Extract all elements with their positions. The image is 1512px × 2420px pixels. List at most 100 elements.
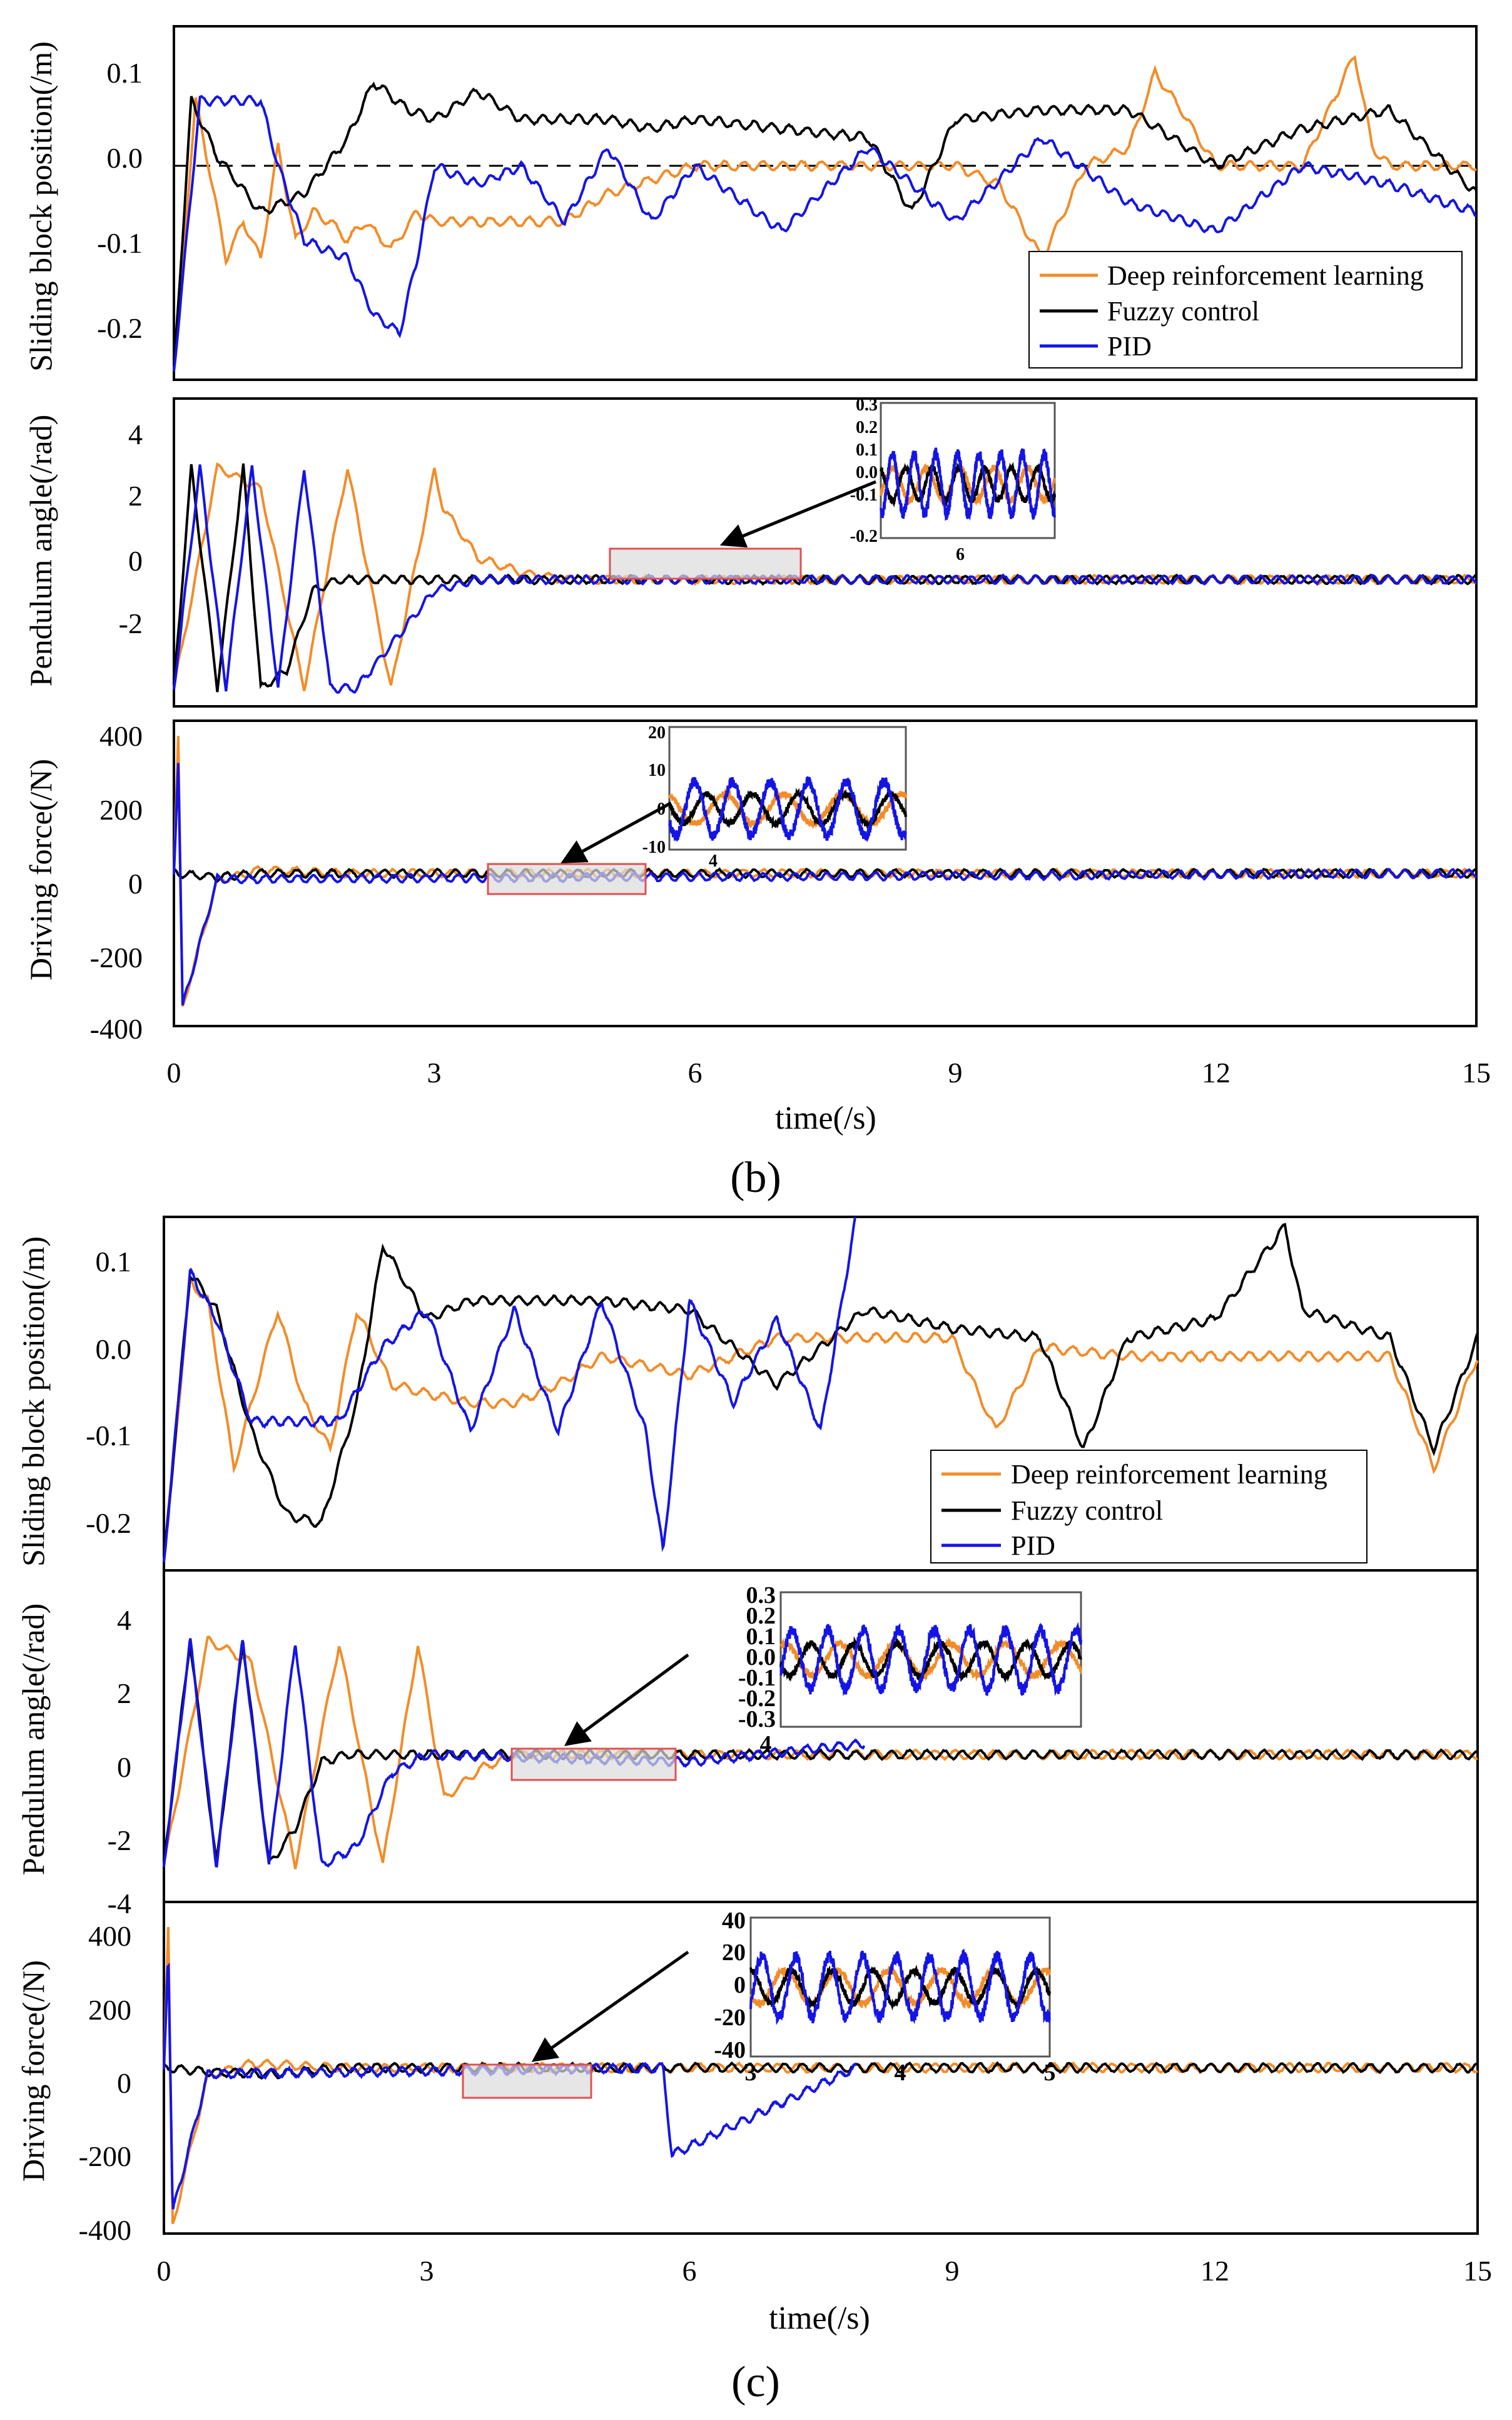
c-s2-ytick-4: -4 (108, 1888, 131, 1919)
c-xtick-3: 9 (945, 2255, 960, 2287)
c-legend-box (930, 1450, 1367, 1563)
b-s3-inset: 20 10 0 -10 4 (642, 723, 907, 871)
b-s2-ytick-1: 2 (128, 480, 143, 512)
b-xlabel: time(/s) (775, 1101, 876, 1136)
b-s3-inset-ytick-1: 10 (648, 761, 666, 780)
b-s2-inset-ytick-3: 0.0 (856, 463, 878, 482)
c-s3-inset-ytick-0: 40 (722, 1908, 746, 1934)
b-s2-inset-ytick-2: 0.1 (856, 440, 878, 460)
c-xtick-5: 15 (1463, 2255, 1492, 2287)
b-s2-zoom-arrow (719, 480, 876, 548)
c-s2-inset-ytick-2: 0.1 (746, 1624, 776, 1650)
b-s2-inset: 0.3 0.2 0.1 0.0 -0.1 -0.2 6 (850, 395, 1056, 564)
c-s2-inset-ytick-4: -0.1 (738, 1665, 776, 1691)
c-s1-ytick-3: -0.2 (86, 1507, 131, 1539)
c-s1-ytick-1: 0.0 (96, 1333, 132, 1365)
b-s1-data (173, 54, 1478, 372)
b-s1-ytick-3: -0.2 (97, 312, 143, 344)
c-s3-ytick-3: -200 (79, 2140, 131, 2172)
b-s3-zoom-arrow (561, 796, 682, 863)
c-xtick-4: 12 (1200, 2255, 1229, 2287)
c-s2-inset-ytick-5: -0.2 (738, 1685, 776, 1712)
c-s3-ytick-2: 0 (117, 2067, 131, 2099)
c-legend: Deep reinforcement learning Fuzzy contro… (930, 1450, 1367, 1563)
c-s3-zoom-box (462, 2063, 592, 2099)
c-s1-ylabel: Sliding block position(/m) (16, 1236, 51, 1567)
b-xtick-5: 15 (1462, 1057, 1491, 1089)
c-s3-inset-xtick-1: 4 (895, 2060, 906, 2086)
c-s3-inset-ytick-4: -40 (714, 2037, 746, 2063)
c-s2-ytick-2: 0 (117, 1751, 131, 1783)
series-line-pid (668, 776, 907, 843)
b-s3-inset-ytick-3: -10 (642, 838, 666, 857)
b-s3-ytick-3: -200 (90, 942, 143, 974)
b-xtick-4: 12 (1202, 1057, 1230, 1089)
series-line-pid (749, 1948, 1051, 2025)
c-s2-inset-ytick-6: -0.3 (738, 1706, 776, 1732)
series-line-pid (173, 94, 1477, 372)
b-sub1-frame (173, 25, 1478, 381)
b-s2-inset-ytick-5: -0.2 (850, 527, 878, 546)
series-line-fuzzy-control (668, 788, 907, 830)
b-legend-label-pid: PID (1107, 331, 1152, 362)
b-sub2-frame (173, 397, 1478, 708)
b-s3-ytick-0: 400 (99, 720, 143, 752)
series-line-pid (779, 1622, 1082, 1697)
c-xtick-0: 0 (157, 2255, 171, 2287)
b-xtick-1: 3 (427, 1057, 442, 1089)
c-s2-ytick-0: 4 (117, 1604, 131, 1636)
b-s3-ytick-1: 200 (99, 794, 143, 826)
c-s3-inset-ytick-1: 20 (722, 1940, 746, 1966)
b-s3-inset-ytick-2: 0 (657, 800, 666, 819)
b-s2-ylabel: Pendulum angle(/rad) (23, 415, 58, 687)
b-s1-ytick-1: 0.0 (107, 142, 143, 174)
b-s2-inset-ytick-4: -0.1 (850, 486, 878, 505)
b-xtick-0: 0 (167, 1057, 181, 1089)
c-s3-inset-ytick-3: -20 (714, 2005, 746, 2031)
c-s2-zoom-arrow (564, 1653, 689, 1746)
c-s2-ylabel: Pendulum angle(/rad) (16, 1604, 51, 1876)
c-s2-ytick-3: -2 (108, 1824, 131, 1856)
c-s2-ytick-1: 2 (117, 1677, 131, 1709)
panel-b: 0.1 0.0 -0.1 -0.2 4 2 0 -2 400 200 0 -20… (23, 25, 1491, 1202)
c-caption: (c) (731, 2358, 780, 2406)
c-s3-zoom-arrow (531, 1950, 689, 2062)
c-s2-inset-ytick-1: 0.2 (746, 1603, 776, 1629)
panel-c: 0.1 0.0 -0.1 -0.2 4 2 0 -2 -4 400 200 0 … (16, 1216, 1492, 2406)
b-s3-inset-xtick-0: 4 (709, 852, 718, 871)
c-s3-inset-data (749, 1948, 1051, 2025)
c-s2-zoom-box (510, 1747, 677, 1781)
series-line-pid (173, 464, 1478, 694)
b-legend-label-fuzzy: Fuzzy control (1107, 296, 1259, 327)
series-line-deep-reinforcement-learning (668, 788, 907, 830)
c-xlabel: time(/s) (769, 2301, 870, 2336)
b-s2-zoom-box (609, 547, 802, 580)
c-xtick-2: 6 (682, 2255, 697, 2287)
b-s3-ytick-4: -400 (90, 1013, 143, 1045)
series-line-fuzzy-control (163, 1643, 1478, 1864)
c-legend-label-drl: Deep reinforcement learning (1011, 1459, 1327, 1490)
series-line-pid (163, 1217, 856, 1563)
b-s3-ytick-2: 0 (128, 868, 143, 900)
c-s1-ytick-0: 0.1 (96, 1246, 132, 1278)
c-legend-label-fuzzy: Fuzzy control (1011, 1495, 1163, 1526)
b-s3-data (173, 736, 1478, 1007)
c-s2-inset-ytick-0: 0.3 (746, 1582, 776, 1609)
series-line-fuzzy-control (749, 1964, 1051, 2011)
series-line-pid (880, 447, 1056, 521)
c-s3-inset-xtick-0: 3 (745, 2060, 757, 2086)
b-s1-ylabel: Sliding block position(/m) (23, 41, 58, 372)
c-s2-inset-xtick-0: 4 (760, 1731, 772, 1757)
b-legend-label-drl: Deep reinforcement learning (1107, 260, 1424, 291)
b-s1-ytick-2: -0.1 (97, 227, 143, 259)
b-s3-zoom-box (487, 863, 647, 895)
c-s3-ytick-1: 200 (88, 1994, 131, 2026)
series-line-fuzzy-control (173, 81, 1478, 367)
series-line-fuzzy-control (779, 1636, 1082, 1684)
b-s3-inset-ytick-0: 20 (648, 723, 666, 743)
b-legend: Deep reinforcement learning Fuzzy contro… (1028, 251, 1463, 369)
series-line-deep-reinforcement-learning (163, 1274, 1479, 1562)
c-s3-inset-xtick-2: 5 (1044, 2060, 1056, 2086)
b-legend-box (1028, 251, 1463, 369)
